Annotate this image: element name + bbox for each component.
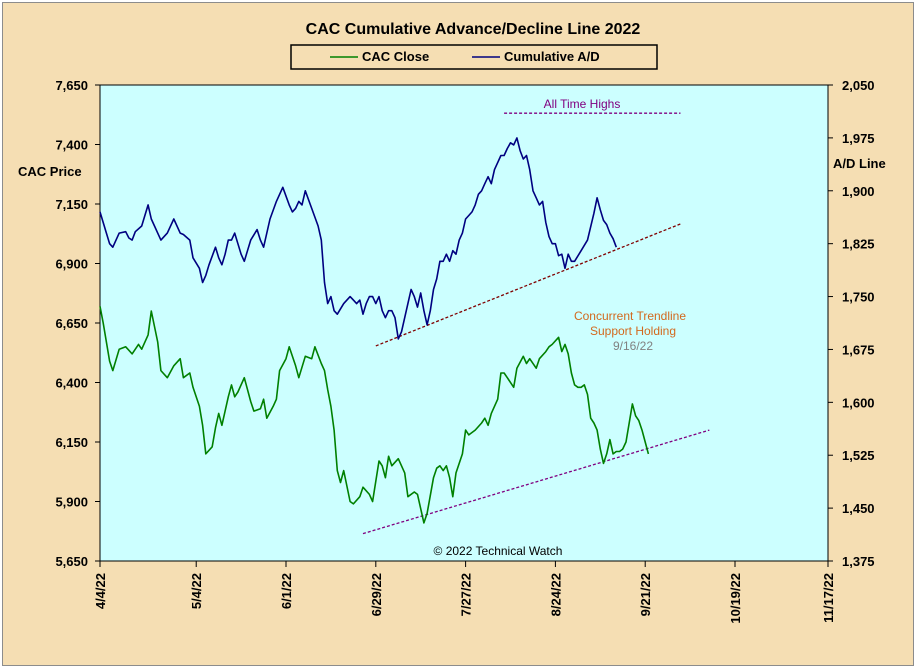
y-left-tick-label: 5,900	[55, 495, 88, 510]
y-left-tick-label: 6,650	[55, 316, 88, 331]
legend: CAC Close Cumulative A/D	[290, 44, 658, 70]
x-tick-label: 11/17/22	[821, 573, 836, 623]
plot-area	[99, 84, 829, 562]
y-axis-left-label: CAC Price	[18, 164, 82, 179]
series-line-cac-close	[99, 306, 650, 524]
x-tick-label: 6/1/22	[279, 573, 294, 609]
trendline-2	[362, 429, 710, 535]
y-left-tick-label: 5,650	[55, 554, 88, 569]
y-right-tick-label: 1,600	[842, 395, 875, 410]
y-left-tick-label: 6,900	[55, 257, 88, 272]
copyright-text: © 2022 Technical Watch	[434, 544, 563, 558]
y-right-tick-label: 1,750	[842, 290, 875, 305]
y-axis-right: 1,375 1,450 1,525 1,600 1,675 1,750 1,825 1,900…	[828, 78, 875, 569]
x-tick-label: 4/4/22	[93, 573, 108, 609]
y-left-tick-label: 7,150	[55, 197, 88, 212]
series-lines	[99, 137, 650, 524]
x-tick-label: 10/19/22	[728, 573, 743, 624]
y-left-tick-label: 7,650	[55, 78, 88, 93]
annotation-all-time-highs: All Time Highs	[544, 97, 621, 111]
trendlines	[362, 112, 710, 535]
x-tick-label: 6/29/22	[369, 573, 384, 616]
y-right-tick-label: 1,900	[842, 184, 875, 199]
x-tick-label: 9/21/22	[638, 573, 653, 616]
annotation-date: 9/16/22	[613, 339, 653, 353]
y-left-tick-label: 7,400	[55, 138, 88, 153]
y-right-tick-label: 1,975	[842, 131, 875, 146]
y-axis-right-label: A/D Line	[833, 156, 886, 171]
annotation-concurrent-trendline: Concurrent Trendline	[574, 309, 686, 323]
y-right-tick-label: 1,825	[842, 237, 875, 252]
x-tick-label: 7/27/22	[459, 573, 474, 616]
y-right-tick-label: 1,675	[842, 342, 875, 357]
x-axis: 4/4/22 5/4/22 6/1/22 6/29/22 7/27/22 8/24/22 9…	[93, 561, 836, 624]
annotation-support-holding: Support Holding	[590, 324, 676, 338]
y-right-tick-label: 1,525	[842, 448, 875, 463]
y-left-tick-label: 6,150	[55, 435, 88, 450]
y-right-tick-label: 2,050	[842, 78, 875, 93]
y-axis-left: 5,650 5,900 6,150 6,400 6,650 6,900 7,150 7,400…	[55, 78, 100, 569]
y-right-tick-label: 1,375	[842, 554, 875, 569]
chart-title: CAC Cumulative Advance/Decline Line 2022	[306, 21, 641, 38]
y-right-tick-label: 1,450	[842, 501, 875, 516]
y-left-tick-label: 6,400	[55, 376, 88, 391]
legend-label-cumulative-ad: Cumulative A/D	[504, 49, 600, 64]
legend-label-cac-close: CAC Close	[362, 49, 429, 64]
series-line-cumulative-a-d	[99, 137, 618, 340]
x-tick-label: 8/24/22	[548, 573, 563, 616]
x-tick-label: 5/4/22	[189, 573, 204, 609]
